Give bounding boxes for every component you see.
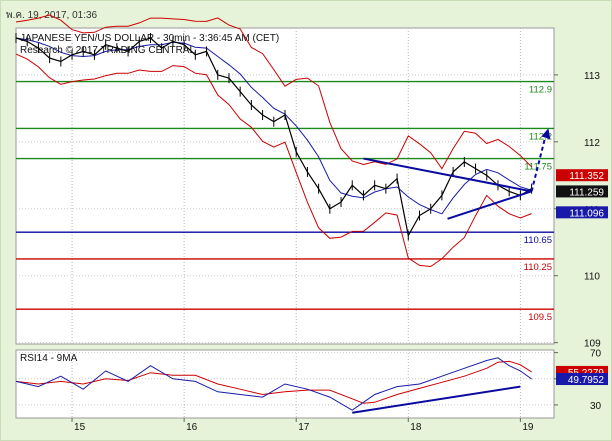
lower-band-line (15, 53, 532, 268)
y-tick-label: 109 (584, 339, 601, 350)
rsi-grid (16, 350, 554, 418)
x-tick-label: 19 (522, 422, 534, 433)
price-tag-label: 111.096 (569, 208, 604, 219)
x-tick-label: 16 (186, 422, 198, 433)
rsi-y-tick-label: 70 (590, 349, 602, 360)
price-tag-label: 111.259 (569, 187, 604, 198)
level-label: 110.65 (524, 235, 552, 246)
x-tick-label: 17 (298, 422, 310, 433)
main-price-tags: 111.352 111.259 111.096 (556, 169, 608, 219)
rsi-y-tick-label: 30 (590, 401, 602, 412)
level-label: 112.2 (529, 131, 552, 142)
upper-band-line (15, 14, 532, 170)
price-tag-label: 111.352 (569, 171, 604, 182)
rsi-lines (15, 357, 532, 414)
price-tag-box (556, 206, 608, 219)
price-tag-box (556, 169, 608, 182)
x-tick-label: 15 (74, 422, 86, 433)
level-label: 110.25 (524, 262, 552, 273)
upper-trendline (363, 157, 532, 193)
y-tick-label: 110 (584, 272, 600, 283)
rsi-line (15, 357, 532, 411)
x-tick-label: 18 (410, 422, 422, 433)
x-axis: 15 16 17 18 19 (71, 418, 534, 433)
rsi-tag-box (556, 373, 608, 386)
level-label: 112.9 (529, 85, 552, 96)
main-indicators (15, 14, 532, 268)
rsi-price-tags: 55.227949.7952 (556, 365, 608, 386)
y-tick-label: 112 (584, 138, 600, 149)
main-price (15, 33, 533, 241)
chart-title: JAPANESE YEN/US DOLLAR - 30min - 3:36:45… (20, 33, 279, 44)
lower-trendline (447, 190, 532, 220)
moving-average-line (15, 37, 532, 215)
rsi-ma-line (15, 360, 532, 404)
price-tag-box (556, 185, 608, 198)
level-label: 109.5 (528, 312, 552, 323)
rsi-trendline (352, 385, 521, 414)
main-trendlines (363, 128, 551, 220)
forecast-arrow-line (530, 136, 547, 192)
rsi-label: RSI14 - 9MA (20, 353, 78, 364)
price-line (15, 37, 532, 238)
y-tick-label: 113 (584, 71, 600, 82)
rsi-tag-label: 49.7952 (568, 375, 605, 386)
main-plot-area (15, 27, 555, 345)
level-label: 111.75 (524, 162, 552, 173)
forecast-arrow-head (541, 128, 551, 140)
chart-subtitle: Research © 2017 TRADING CENTRAL (20, 45, 195, 56)
